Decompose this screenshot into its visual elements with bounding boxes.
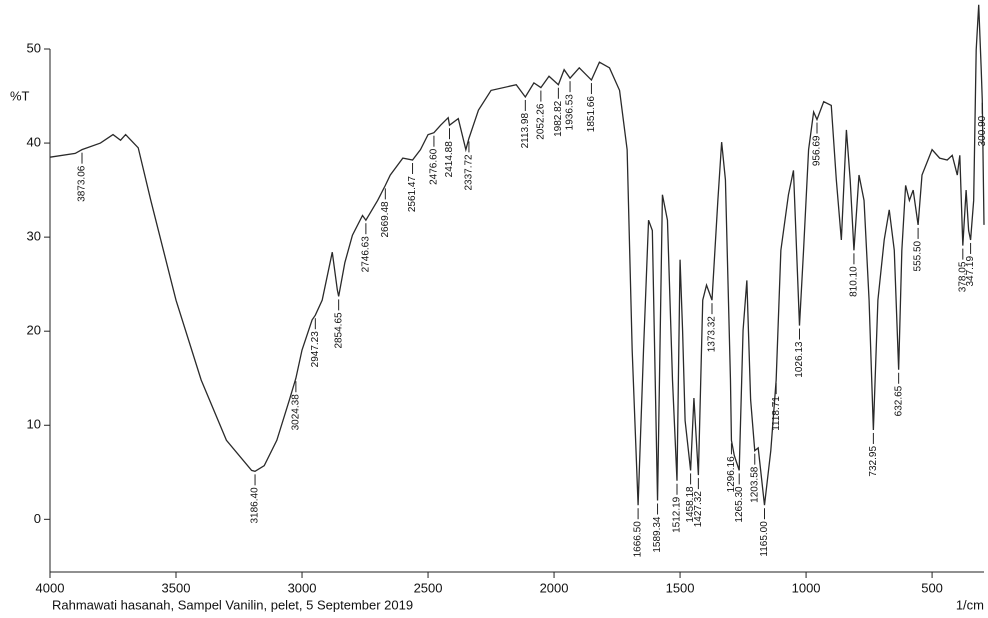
peak-label: 2561.47: [407, 176, 418, 213]
y-tick-label: 50: [27, 40, 41, 55]
peak-label: 1026.13: [794, 341, 805, 378]
peak-label: 1373.32: [707, 316, 718, 353]
peak-label: 2052.26: [536, 103, 547, 140]
x-tick-label: 3500: [162, 580, 191, 595]
y-tick-label: 10: [27, 417, 41, 432]
peak-label: 810.10: [849, 266, 860, 297]
peak-label: 2414.88: [444, 141, 455, 178]
x-tick-label: 500: [921, 580, 943, 595]
peak-label: 555.50: [913, 240, 924, 271]
y-axis-label: %T: [10, 88, 30, 103]
peak-label: 632.65: [893, 385, 904, 416]
peak-label: 1265.30: [734, 486, 745, 523]
peak-label: 3186.40: [250, 487, 261, 524]
peak-label: 3873.06: [77, 165, 88, 202]
x-tick-label: 1000: [792, 580, 821, 595]
peak-label: 1936.53: [565, 94, 576, 131]
x-tick-label: 2500: [414, 580, 443, 595]
peak-label: 956.69: [812, 135, 823, 166]
peak-label: 2746.63: [361, 236, 372, 273]
peak-label: 300.90: [977, 115, 988, 146]
y-tick-label: 0: [34, 511, 41, 526]
peak-label: 347.19: [965, 256, 976, 287]
peak-label: 732.95: [868, 446, 879, 477]
x-tick-label: 2000: [540, 580, 569, 595]
peak-label: 2669.48: [380, 201, 391, 238]
peak-label: 1851.66: [586, 96, 597, 133]
chart: %T 1/cm Rahmawati hasanah, Sampel Vanili…: [0, 0, 988, 618]
peak-label: 1165.00: [759, 521, 770, 557]
peak-label: 1512.19: [672, 496, 683, 533]
spectrum-line: [50, 5, 984, 505]
x-axis-label: 1/cm: [956, 597, 984, 612]
peak-label: 3024.38: [291, 394, 302, 431]
y-tick-label: 40: [27, 135, 41, 150]
peak-label: 1203.58: [749, 466, 760, 503]
peak-label: 2113.98: [520, 113, 531, 149]
peak-label: 1666.50: [633, 521, 644, 558]
peak-label: 1982.82: [553, 100, 564, 137]
peak-label: 2337.72: [464, 154, 475, 191]
x-tick-label: 4000: [36, 580, 65, 595]
x-tick-label: 1500: [666, 580, 695, 595]
x-tick-label: 3000: [288, 580, 317, 595]
footer: Rahmawati hasanah, Sampel Vanilin, pelet…: [52, 597, 413, 612]
peak-label: 1589.34: [652, 516, 663, 553]
peak-label: 2947.23: [310, 331, 321, 368]
y-tick-label: 30: [27, 229, 41, 244]
y-tick-label: 20: [27, 323, 41, 338]
peak-label: 2854.65: [333, 312, 344, 349]
peak-label: 2476.60: [429, 148, 440, 185]
peak-label: 1427.32: [693, 491, 704, 528]
peak-label: 1118.71: [771, 396, 782, 431]
